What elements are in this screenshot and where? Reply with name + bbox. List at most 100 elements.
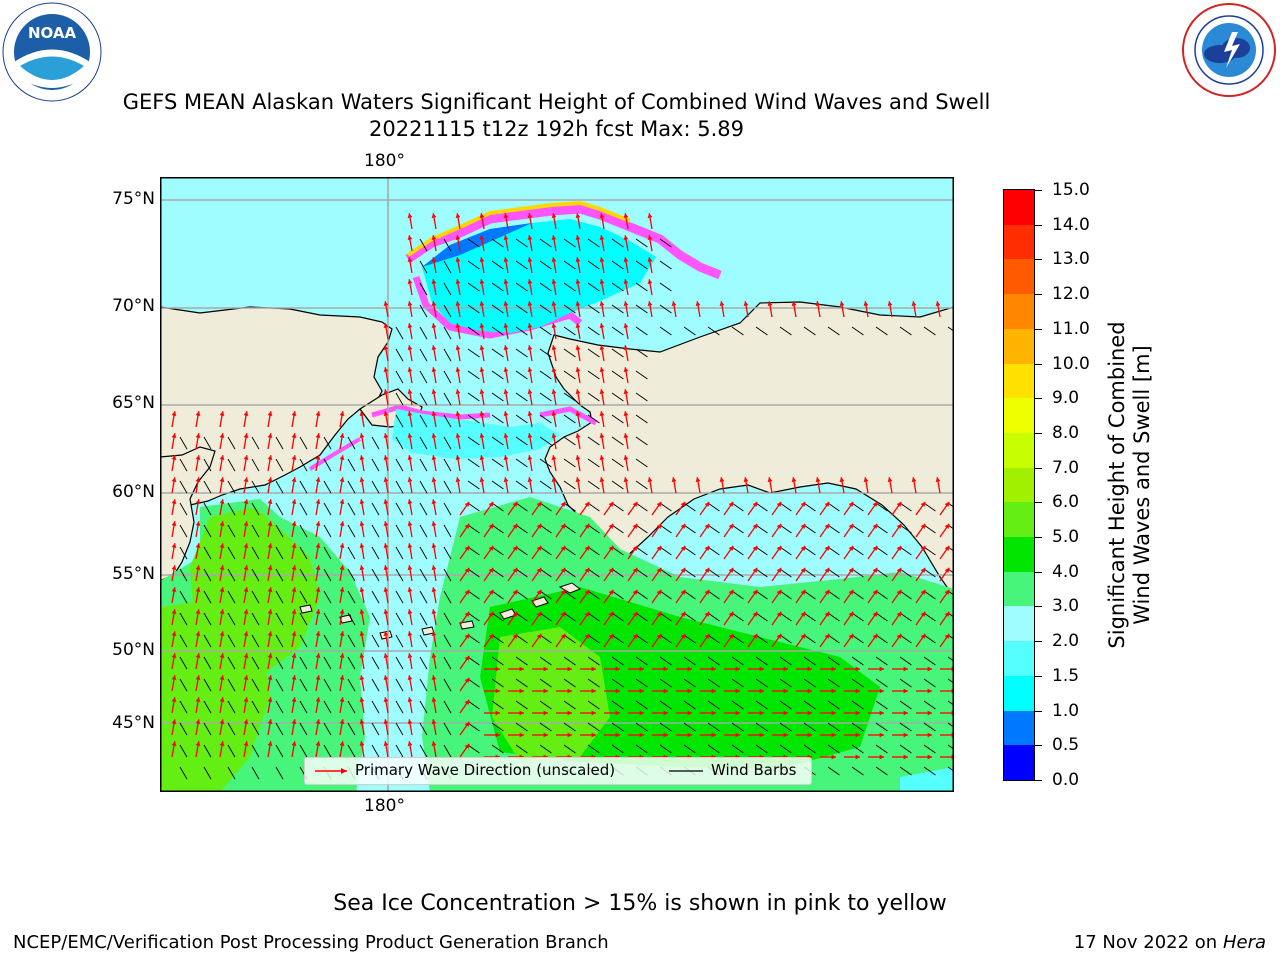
wind-barb [635,304,648,314]
wave-direction-arrow [503,477,509,494]
wave-direction-arrow [796,666,812,672]
wind-barb [659,326,672,336]
wave-direction-arrow [459,611,470,626]
wind-barb [491,414,504,424]
wave-direction-arrow [579,545,590,560]
wave-direction-arrow [359,543,365,560]
wave-direction-arrow [820,732,836,738]
wave-direction-arrow [219,477,225,494]
wave-direction-arrow [551,345,557,362]
wind-barb [851,568,864,578]
wave-direction-arrow [527,433,533,450]
wind-barb [227,766,236,780]
wave-direction-arrow [911,477,917,494]
wind-barb [827,546,840,556]
wind-barb [635,414,648,424]
wave-direction-arrow [867,567,878,582]
wind-barb [299,590,308,604]
wave-direction-arrow [359,455,365,472]
wind-barb [851,612,864,622]
wind-barb [395,634,404,648]
wind-barb [371,480,380,494]
wave-direction-arrow [527,455,533,472]
wind-barb [419,524,428,538]
wind-barb [491,282,504,292]
wind-barb [659,546,672,556]
wave-direction-arrow [556,710,572,716]
wave-direction-arrow [599,323,605,340]
colorbar-tick-mark [1035,780,1042,781]
lat-label-45n: 45°N [112,713,155,733]
wave-direction-arrow [627,523,638,538]
wave-direction-arrow [407,499,413,516]
wind-barb [395,678,404,692]
wind-barb [539,326,552,336]
legend-wind-barbs-label: Wind Barbs [711,761,797,779]
wave-direction-arrow [407,477,413,494]
wave-direction-arrow [551,213,557,230]
wave-direction-arrow [892,754,908,760]
wave-direction-arrow [796,688,812,694]
wave-direction-arrow [431,455,437,472]
wave-direction-arrow [651,567,662,582]
wave-direction-arrow [699,611,710,626]
wave-direction-arrow [507,567,518,582]
wave-direction-arrow [171,719,177,736]
wave-direction-arrow [339,477,345,494]
wave-direction-arrow [551,367,557,384]
wind-barb [611,238,624,248]
wave-direction-arrow [359,719,365,736]
wind-barb [419,546,428,560]
wave-direction-arrow [695,301,701,318]
wave-direction-arrow [431,213,437,230]
colorbar-tick-label: 0.0 [1052,770,1080,790]
wind-barb [779,612,792,622]
wave-direction-arrow [459,721,470,736]
wind-barb [755,656,768,666]
wave-direction-arrow [675,633,686,648]
wind-barb [227,590,236,604]
wind-barb [395,612,404,626]
wave-direction-arrow [675,589,686,604]
wind-barb [515,370,528,380]
colorbar-segment [1004,398,1034,433]
wind-barb [875,700,888,710]
wave-direction-arrow [503,433,509,450]
wind-barb [467,568,480,578]
wave-direction-arrow [843,611,854,626]
wind-barb [251,546,260,560]
wind-barb [515,612,528,622]
wind-barb [635,502,648,512]
wave-direction-arrow [407,257,413,274]
wave-direction-arrow [459,743,470,758]
wind-barb [659,568,672,578]
wave-direction-arrow [527,257,533,274]
wind-barb [347,436,356,450]
wind-barb [491,524,504,534]
wind-barb [851,744,864,754]
wind-barb [491,612,504,622]
wave-direction-arrow [339,631,345,648]
wind-barb [203,590,212,604]
colorbar-tick-mark [1035,432,1042,434]
wind-barb [443,304,452,318]
wind-barb [731,612,744,622]
wind-barb [539,348,552,358]
wave-direction-arrow [867,633,878,648]
colorbar-tick-mark [1035,467,1042,469]
wind-barb [539,722,552,732]
colorbar-tick-mark [1035,710,1042,712]
wind-barb [803,656,816,666]
wave-direction-arrow [867,545,878,560]
wind-barb [515,502,528,512]
wind-barb [779,590,792,600]
wave-direction-arrow [575,345,581,362]
wind-barb [827,766,840,776]
lon-label-bottom: 180° [364,796,405,816]
wave-direction-arrow [339,521,345,538]
nws-logo [1180,2,1278,98]
wave-direction-arrow [219,719,225,736]
wave-direction-arrow [484,688,500,694]
wave-direction-arrow [867,611,878,626]
wave-direction-arrow [407,609,413,626]
